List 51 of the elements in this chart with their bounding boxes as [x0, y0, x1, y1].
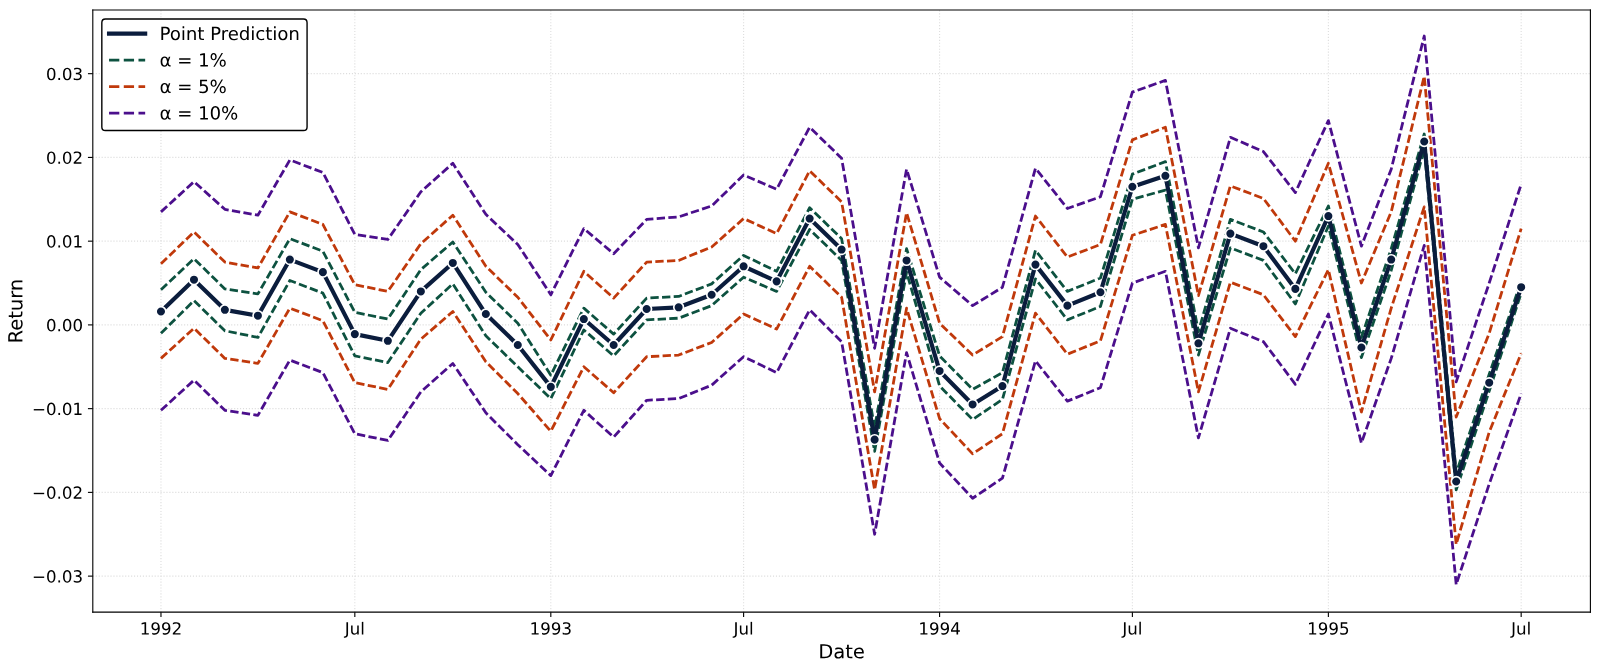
legend-label: α = 10%: [160, 106, 238, 120]
legend-label: α = 5%: [160, 79, 226, 94]
point: [933, 365, 946, 377]
point: [284, 253, 296, 266]
line-series: [159, 243, 1523, 586]
legend-label: α = 1%: [160, 53, 226, 67]
point: [578, 313, 590, 325]
point: [480, 308, 492, 320]
y-tick-label: 0.00: [47, 318, 82, 332]
x-tick-label: Jul: [343, 621, 364, 638]
y-axis-title: Return: [8, 280, 23, 342]
point: [1418, 135, 1430, 148]
point: [545, 381, 557, 393]
point: [1224, 227, 1237, 240]
x-tick-label: Jul: [1510, 621, 1530, 638]
point: [188, 273, 200, 286]
point: [349, 328, 361, 340]
y-tick-label: 0.01: [47, 235, 82, 248]
point: [1450, 475, 1462, 488]
x-axis-title: Date: [820, 644, 864, 659]
point: [1126, 181, 1139, 193]
y-tick-label: −0.01: [33, 402, 82, 416]
y-tick-label: 0.02: [47, 151, 82, 164]
x-tick-label: 1995: [1309, 622, 1349, 635]
point: [1094, 286, 1107, 298]
line-series: [159, 205, 1523, 546]
point: [737, 260, 750, 272]
x-tick-label: 1993: [531, 622, 571, 635]
x-tick-label: Jul: [732, 621, 753, 638]
line-series: [159, 74, 1523, 419]
y-tick-label: −0.02: [33, 486, 82, 499]
point: [607, 339, 620, 351]
point: [447, 257, 459, 269]
point: [966, 398, 979, 411]
point: [1029, 258, 1042, 271]
point: [1515, 281, 1527, 293]
point: [1385, 253, 1397, 266]
y-tick-label: 0.03: [47, 67, 82, 81]
point: [640, 303, 653, 315]
legend-label: Point Prediction: [161, 26, 299, 41]
point: [1355, 341, 1368, 354]
point: [996, 380, 1009, 392]
point: [770, 275, 783, 288]
x-tick-label: 1992: [141, 622, 181, 635]
x-tick-label: Jul: [1121, 621, 1141, 638]
y-tick-label: −0.03: [33, 570, 82, 583]
point: [512, 339, 524, 351]
point: [1289, 283, 1302, 295]
point: [415, 285, 427, 298]
x-tick-label: 1994: [920, 622, 960, 635]
point: [1483, 376, 1495, 389]
